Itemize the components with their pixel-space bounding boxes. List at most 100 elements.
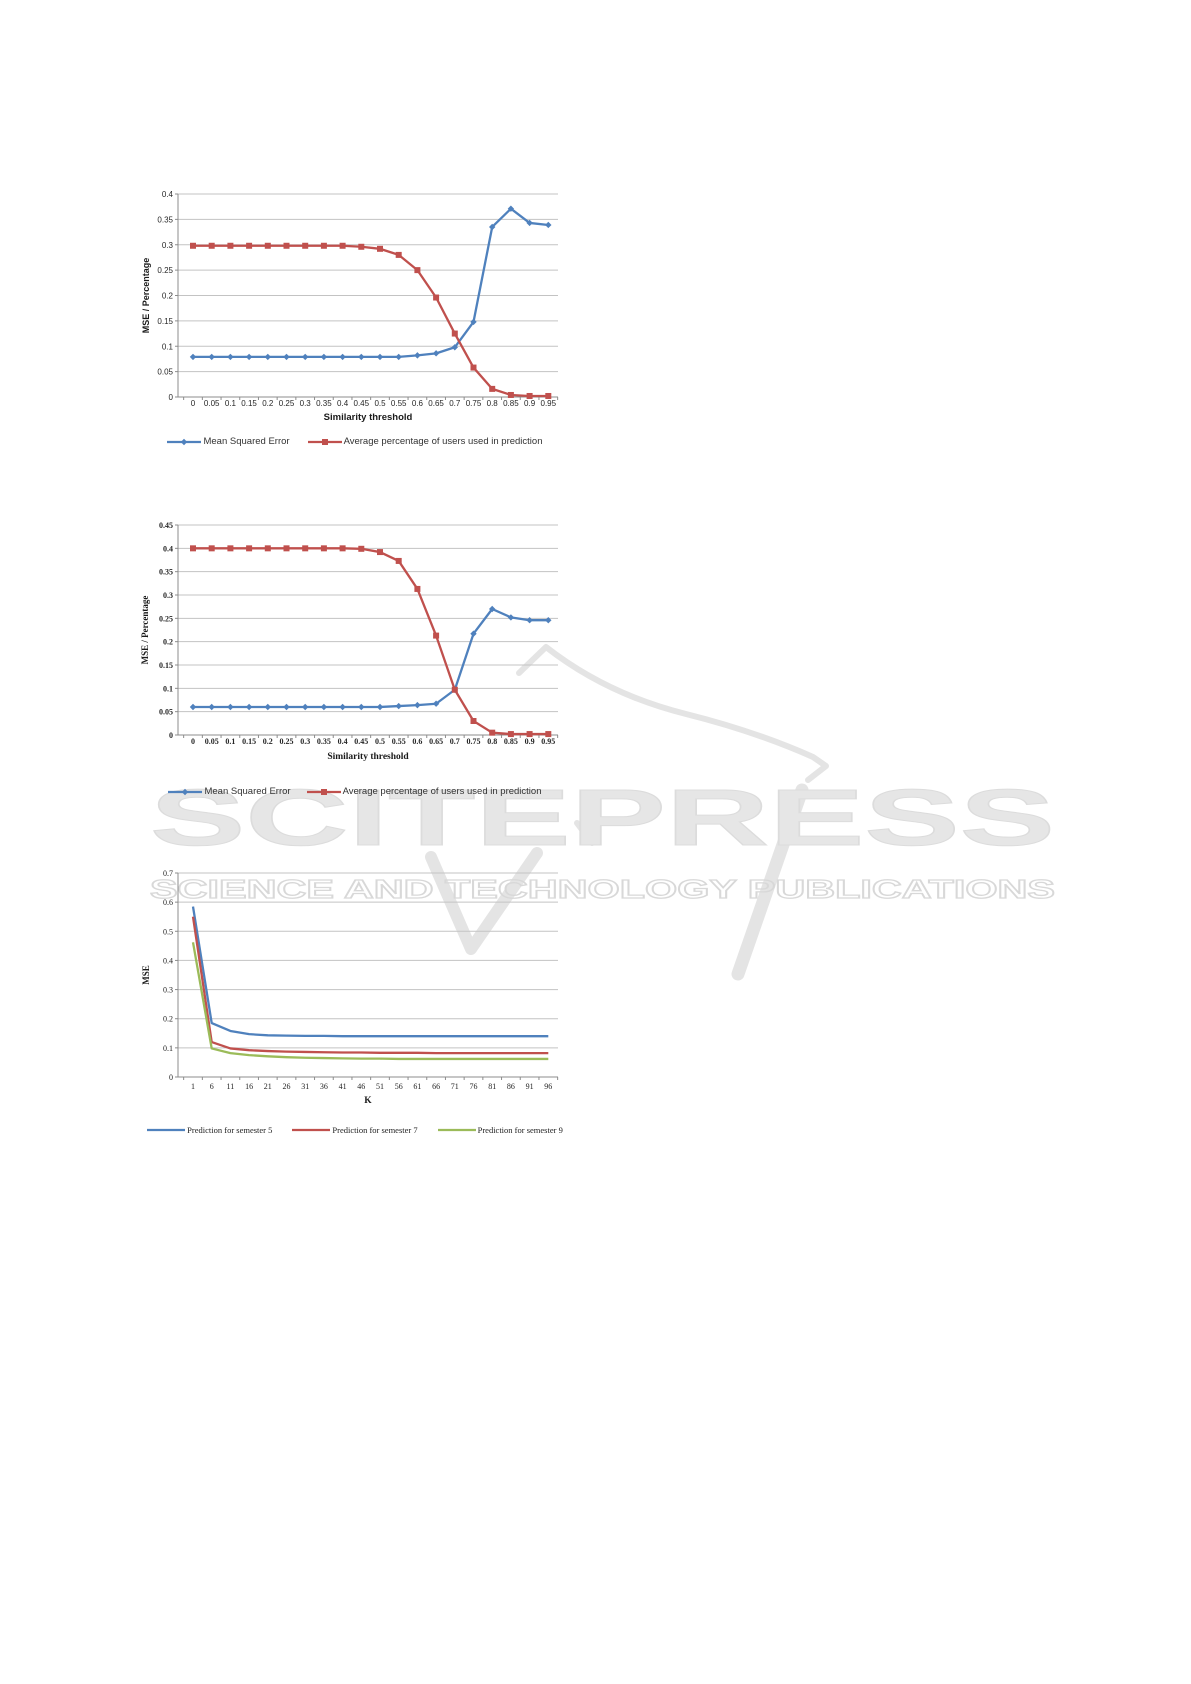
x-tick-label: 0.85 bbox=[503, 399, 519, 408]
x-tick-label: 0.15 bbox=[241, 399, 257, 408]
chart-legend: Prediction for semester 5 Prediction for … bbox=[140, 1125, 570, 1135]
x-tick-label: 96 bbox=[544, 1082, 552, 1091]
y-tick-label: 0.4 bbox=[163, 956, 173, 965]
legend-swatch bbox=[147, 1128, 186, 1132]
chart-canvas: 00.10.20.30.40.50.60.71 6 11 16 21 26 31 36 41 46… bbox=[141, 869, 559, 1106]
chart-canvas: 0 0.05 0.1 0.15 0.2 0.25 0.3 0.35 0.4 0 0.05 0.1 0.1… bbox=[141, 190, 559, 423]
x-tick-label: 56 bbox=[395, 1082, 403, 1091]
legend-swatch bbox=[307, 438, 342, 445]
legend-label: Prediction for semester 7 bbox=[332, 1125, 418, 1135]
y-tick-label: 0.2 bbox=[163, 638, 173, 647]
x-tick-label: 81 bbox=[488, 1082, 496, 1091]
x-tick-label: 91 bbox=[526, 1082, 534, 1091]
x-tick-label: 0.95 bbox=[541, 399, 557, 408]
x-tick-label: 0.65 bbox=[428, 399, 444, 408]
x-tick-label: 0.65 bbox=[429, 737, 443, 746]
x-tick-label: 0.15 bbox=[242, 737, 256, 746]
y-tick-label: 0.7 bbox=[163, 869, 173, 878]
x-tick-label: 0.9 bbox=[524, 399, 536, 408]
x-tick-label: 0.35 bbox=[317, 737, 331, 746]
x-tick-label: 0.5 bbox=[375, 737, 385, 746]
series-line bbox=[191, 906, 549, 1038]
x-tick-label: 11 bbox=[227, 1082, 235, 1091]
figure-mse-vs-k: 0 0.1 0.2 0.3 0.4 0.5 0.6 0.7 1 6 11 16 21 26 31 36 41 46… bbox=[140, 860, 570, 1135]
series-line bbox=[191, 942, 549, 1061]
legend-item: Prediction for semester 9 bbox=[437, 1125, 563, 1135]
x-tick-label: 0.05 bbox=[205, 737, 219, 746]
x-tick-label: 0.55 bbox=[392, 737, 406, 746]
y-axis-title: MSE bbox=[141, 965, 151, 985]
x-tick-label: 0.6 bbox=[412, 399, 424, 408]
x-tick-label: 0.55 bbox=[391, 399, 407, 408]
series-line bbox=[191, 916, 549, 1055]
x-tick-label: 76 bbox=[470, 1082, 478, 1091]
x-tick-label: 0.35 bbox=[316, 399, 332, 408]
legend-label: Mean Squared Error bbox=[204, 786, 291, 797]
legend-swatch bbox=[292, 1128, 331, 1132]
y-tick-label: 0.5 bbox=[163, 927, 173, 936]
chart-legend: Mean Squared Error Average percentage of … bbox=[140, 786, 570, 797]
x-tick-label: 0.5 bbox=[374, 399, 386, 408]
y-tick-label: 0.05 bbox=[157, 368, 173, 377]
x-tick-label: 0.95 bbox=[541, 737, 555, 746]
y-tick-label: 0.3 bbox=[162, 241, 174, 250]
y-tick-label: 0.45 bbox=[159, 521, 173, 530]
y-tick-label: 0.25 bbox=[157, 266, 173, 275]
y-tick-label: 0.4 bbox=[163, 544, 173, 553]
series-markers bbox=[190, 242, 552, 399]
x-tick-label: 31 bbox=[301, 1082, 309, 1091]
x-tick-label: 21 bbox=[264, 1082, 272, 1091]
y-axis-title: MSE / Percentage bbox=[140, 596, 150, 665]
series-markers bbox=[189, 205, 552, 361]
y-tick-label: 0.35 bbox=[159, 568, 173, 577]
x-tick-label: 61 bbox=[413, 1082, 421, 1091]
x-tick-label: 0.75 bbox=[467, 737, 481, 746]
legend-label: Average percentage of users used in pred… bbox=[343, 436, 543, 447]
x-tick-label: 0.45 bbox=[354, 737, 368, 746]
x-tick-label: 26 bbox=[283, 1082, 291, 1091]
x-tick-label: 0.4 bbox=[338, 737, 348, 746]
legend-swatch bbox=[306, 788, 341, 795]
x-tick-label: 66 bbox=[432, 1082, 440, 1091]
x-tick-label: 0.1 bbox=[225, 399, 237, 408]
x-tick-label: 1 bbox=[191, 1082, 195, 1091]
x-tick-label: 0.3 bbox=[300, 737, 310, 746]
legend-swatch bbox=[437, 1128, 476, 1132]
y-tick-label: 0.3 bbox=[163, 986, 173, 995]
x-tick-label: 0.8 bbox=[487, 737, 497, 746]
x-tick-label: 0.2 bbox=[263, 737, 273, 746]
x-tick-label: 36 bbox=[320, 1082, 328, 1091]
x-tick-label: 6 bbox=[210, 1082, 214, 1091]
y-tick-label: 0.3 bbox=[163, 591, 173, 600]
x-tick-label: 0.7 bbox=[449, 399, 461, 408]
x-tick-label: 0.2 bbox=[262, 399, 274, 408]
chart-legend: Mean Squared Error Average percentage of … bbox=[140, 436, 570, 447]
x-tick-label: 0 bbox=[191, 399, 196, 408]
legend-swatch bbox=[168, 788, 203, 795]
x-axis-title: Similarity threshold bbox=[327, 752, 409, 762]
x-axis-title: Similarity threshold bbox=[324, 412, 413, 423]
y-tick-label: 0.1 bbox=[162, 342, 174, 351]
y-tick-label: 0.15 bbox=[159, 661, 173, 670]
legend-item: Average percentage of users used in pred… bbox=[306, 786, 542, 797]
y-tick-label: 0 bbox=[169, 393, 174, 402]
legend-label: Average percentage of users used in pred… bbox=[342, 786, 542, 797]
legend-item: Mean Squared Error bbox=[167, 436, 290, 447]
series-line bbox=[193, 207, 549, 359]
legend-item: Prediction for semester 5 bbox=[147, 1125, 272, 1135]
x-tick-label: 71 bbox=[451, 1082, 459, 1091]
logo-tail bbox=[731, 783, 809, 981]
legend-label: Prediction for semester 9 bbox=[477, 1125, 563, 1135]
x-tick-label: 86 bbox=[507, 1082, 515, 1091]
legend-item: Prediction for semester 7 bbox=[292, 1125, 418, 1135]
y-tick-label: 0 bbox=[169, 731, 173, 740]
x-tick-label: 0.05 bbox=[204, 399, 220, 408]
x-tick-label: 41 bbox=[339, 1082, 347, 1091]
y-tick-label: 0.6 bbox=[163, 898, 173, 907]
figure-mse-vs-similarity-threshold-1: 0 0.05 0.1 0.15 0.2 0.25 0.3 0.35 0.4 0 0.05 0.1 0.1… bbox=[140, 175, 570, 447]
y-tick-label: 0.05 bbox=[159, 708, 173, 717]
series-line bbox=[193, 607, 549, 709]
x-axis-title: K bbox=[364, 1096, 372, 1106]
legend-label: Mean Squared Error bbox=[203, 436, 290, 447]
